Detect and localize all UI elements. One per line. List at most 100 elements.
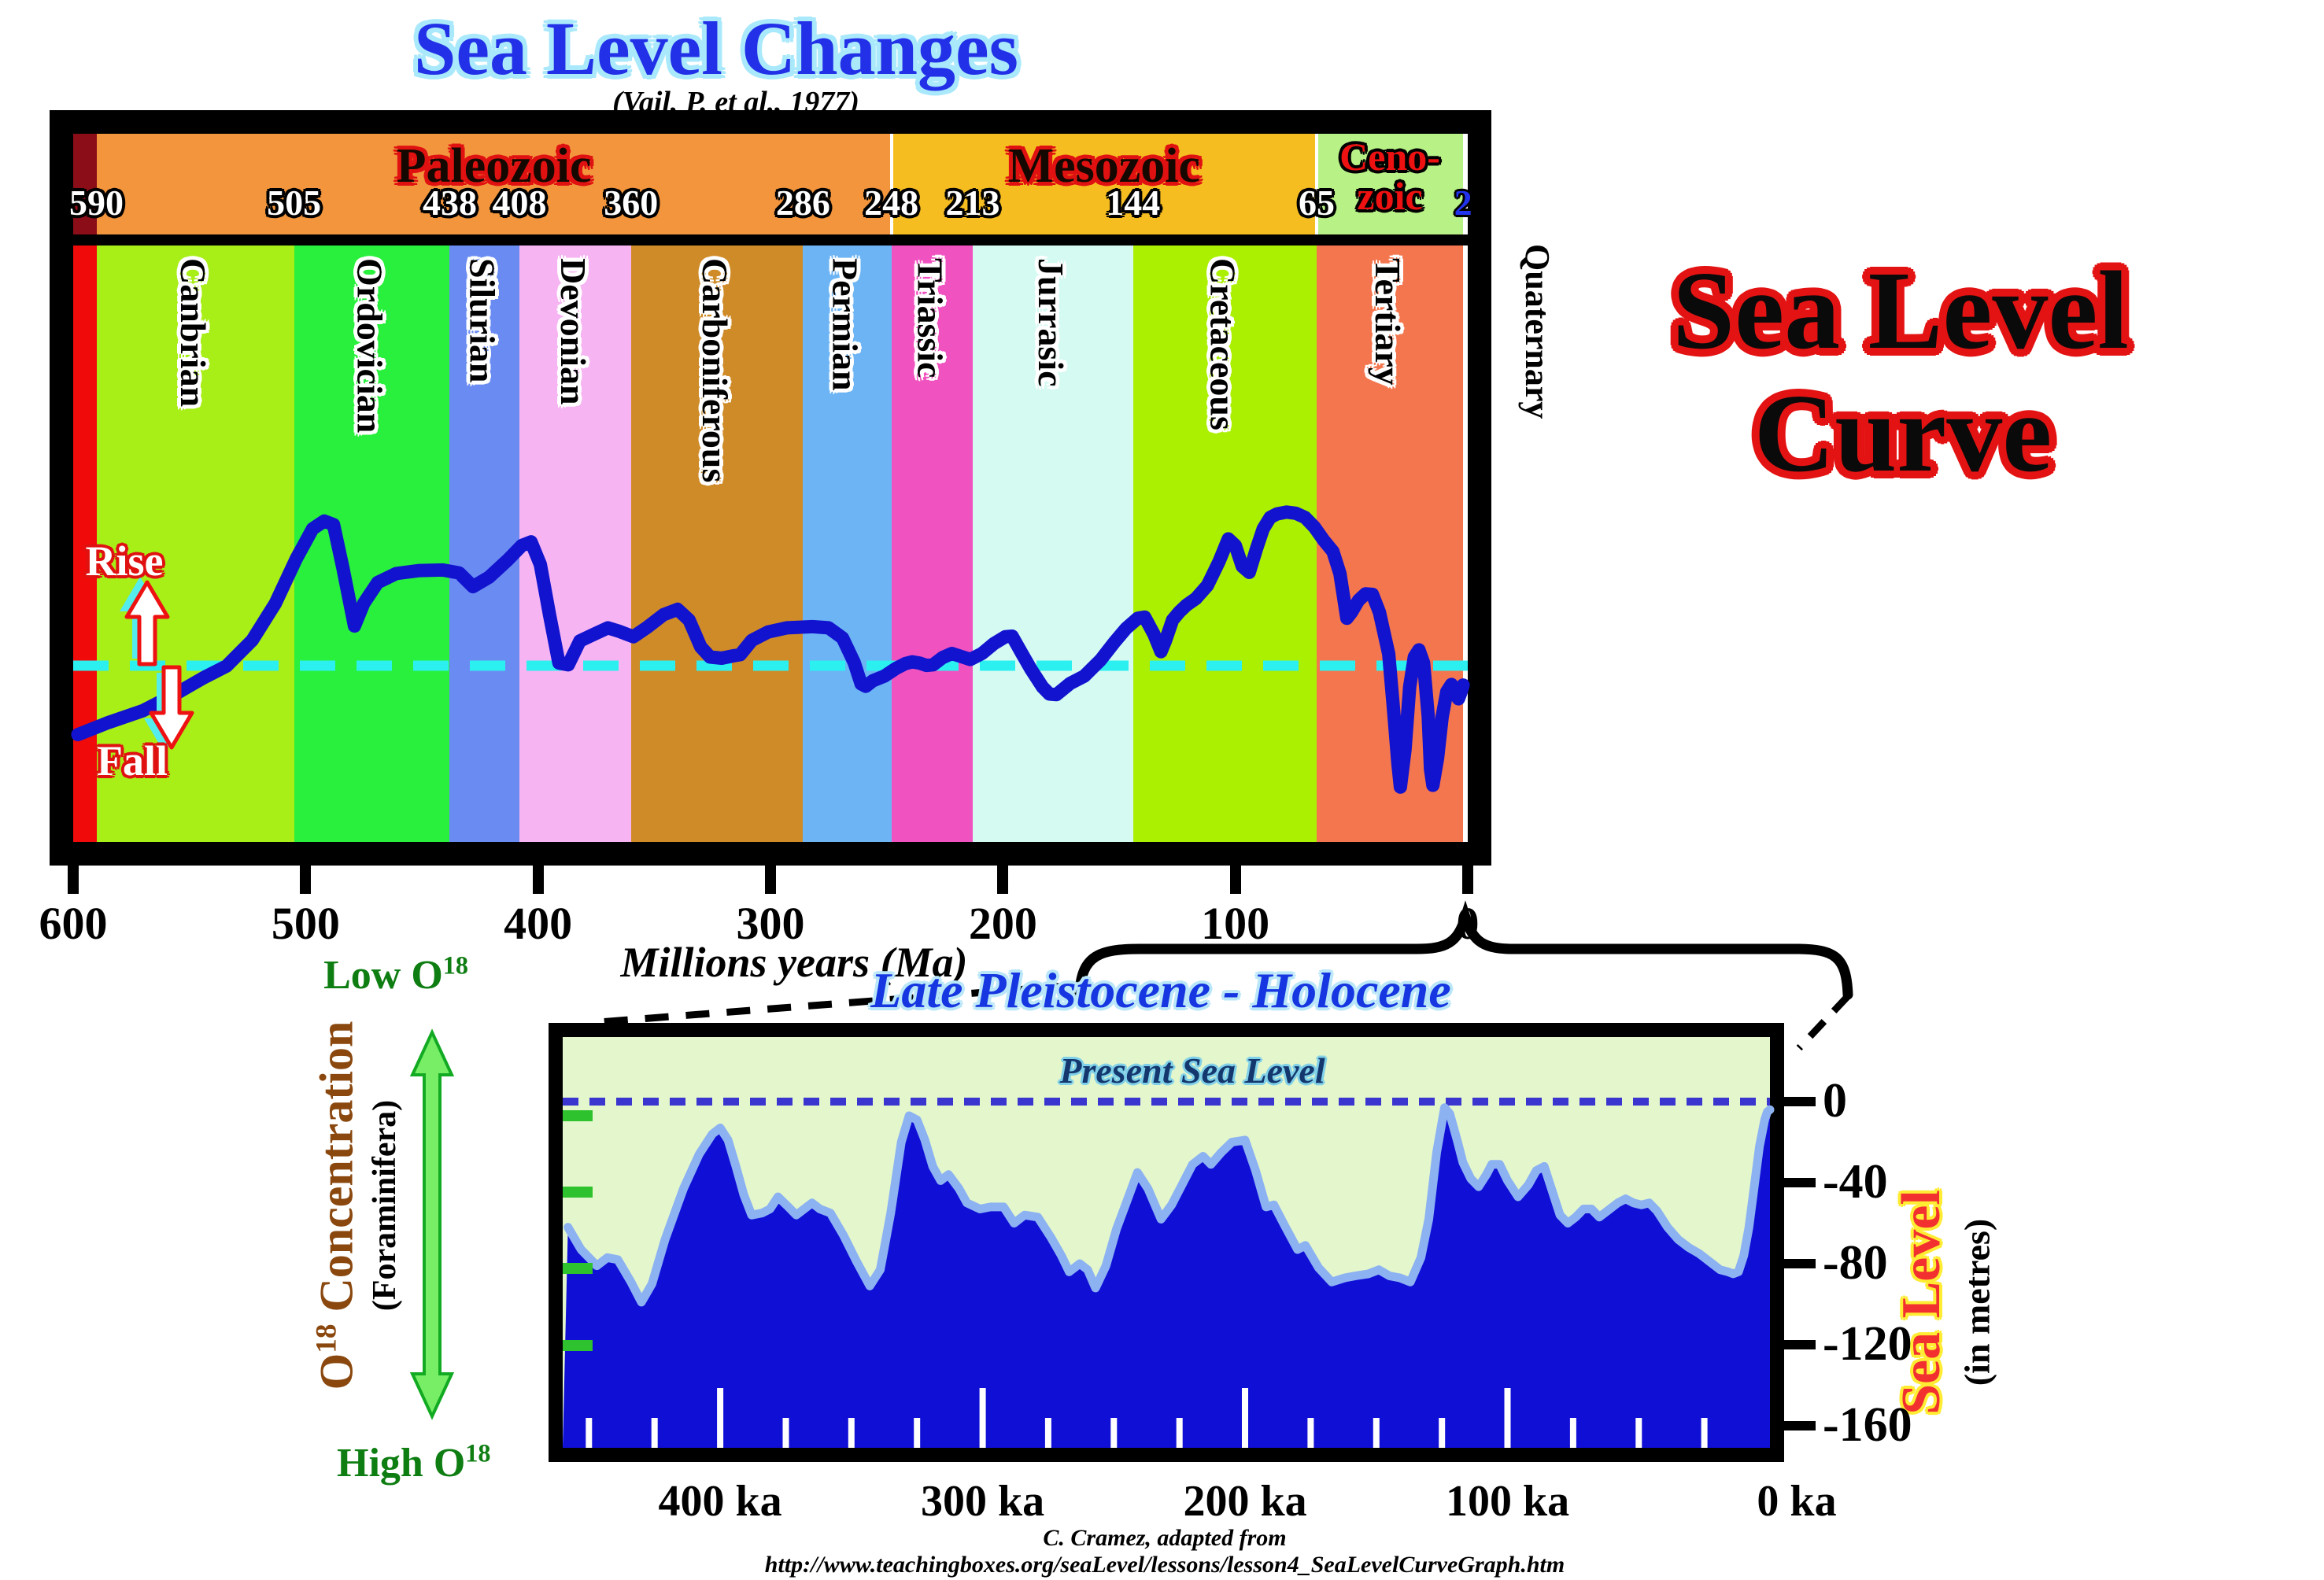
x-tick-label: 600	[39, 898, 108, 949]
y-tick-mark	[1784, 1340, 1816, 1349]
period-label-jurrasic: Jurrasic	[1030, 258, 1071, 387]
x-tick-mark	[68, 866, 79, 894]
era-segment-precambrian	[73, 134, 97, 234]
period-label-devonian: Devonian	[552, 258, 593, 405]
y-tick-mark	[1784, 1178, 1816, 1187]
o18-superscript: 18	[442, 951, 468, 980]
era-segment-cenozoic	[1317, 134, 1464, 234]
x-tick-mark	[1229, 866, 1241, 894]
y-tick-label: -40	[1823, 1155, 1888, 1209]
x-tick-mark	[997, 866, 1009, 894]
vail-chart-plot-area: Canbrian Ordovician Silurian Devonian Carbon…	[69, 134, 1472, 842]
zoom-brace	[1074, 900, 1853, 1000]
high-o18-text: High O	[337, 1441, 466, 1486]
period-label-canbrian: Canbrian	[173, 258, 214, 408]
x-tick-label: 500	[271, 898, 340, 949]
sea-level-axis-label: Sea Level	[1891, 1190, 1952, 1415]
pleistocene-plot-area	[563, 1037, 1775, 1448]
present-sea-level-label: Present Sea Level	[1059, 1050, 1325, 1091]
o18-concentration-label: O18 Concentration	[310, 1021, 364, 1390]
period-label-cretaceous: Cretaceous	[1203, 258, 1243, 430]
period-column-triassic	[891, 245, 973, 842]
side-title-line1: Sea Level	[1672, 248, 2129, 372]
o18-scale-arrow	[409, 1028, 455, 1420]
era-boundary-label-590: 590	[69, 183, 124, 223]
era-boundary-label-286: 286	[775, 183, 830, 223]
period-label-tertiary: Tertiary	[1368, 258, 1409, 386]
zoom-dashed-right	[1796, 993, 1851, 1051]
era-segment-mesozoic	[891, 134, 1317, 234]
period-label-carboniferous: Carboniferous	[695, 258, 736, 483]
era-boundary-label-144: 144	[1106, 183, 1161, 223]
bottom-x-tick-label: 200 ka	[1183, 1477, 1307, 1526]
sea-level-area	[563, 1107, 1770, 1448]
x-tick-label: 200	[968, 898, 1037, 949]
era-boundary-label-408: 408	[492, 183, 547, 223]
concentration-text: Concentration	[310, 1021, 363, 1324]
era-boundary-label-65: 65	[1299, 183, 1336, 223]
era-boundary-label-360: 360	[604, 183, 659, 223]
vail-sea-level-chart: Canbrian Ordovician Silurian Devonian Carbon…	[50, 110, 1491, 866]
high-o18-label: High O18	[337, 1440, 491, 1486]
vail-sea-level-curve	[71, 505, 1470, 794]
top-curve-svg	[71, 505, 1470, 794]
period-column-permian	[803, 245, 892, 842]
y-tick-mark	[1784, 1421, 1816, 1430]
o18-superscript: 18	[310, 1323, 343, 1353]
period-label-triassic: Triassic	[910, 258, 951, 378]
period-column-ordovician	[294, 245, 450, 842]
rise-arrow-icon	[124, 580, 170, 666]
era-boundary-label-2: 2	[1454, 183, 1472, 223]
fall-arrow-icon	[149, 665, 194, 750]
x-tick-label: 300	[736, 898, 805, 949]
era-divider	[889, 134, 893, 234]
y-tick-label: -160	[1823, 1398, 1912, 1452]
o18-double-arrow-shape	[409, 1028, 455, 1420]
y-tick-mark	[1784, 1097, 1816, 1106]
period-column-carboniferous	[630, 245, 804, 842]
period-label-silurian: Silurian	[462, 258, 503, 383]
y-tick-label: -80	[1823, 1236, 1888, 1290]
rise-label: Rise	[85, 537, 164, 585]
o18-superscript: 18	[465, 1438, 491, 1467]
period-left-edge-strip	[73, 245, 97, 842]
period-label-ordovician: Ordovician	[349, 258, 390, 434]
side-title-line2: Curve	[1753, 371, 2052, 495]
bottom-x-tick-label: 300 ka	[920, 1477, 1045, 1526]
period-column-jurrasic	[972, 245, 1133, 842]
y-tick-mark	[1784, 1259, 1816, 1268]
x-tick-mark	[300, 866, 312, 894]
x-tick-label: 100	[1201, 898, 1270, 949]
era-boundary-label-438: 438	[422, 183, 477, 223]
o18-text: O	[310, 1353, 363, 1390]
top-x-axis: Millions years (Ma) 600 500 400 300 200 100 0	[39, 866, 1539, 999]
period-label-quaternary: Quaternary	[1518, 244, 1557, 419]
bottom-x-tick-label: 100 ka	[1445, 1477, 1570, 1526]
pleistocene-holocene-chart	[549, 1023, 1784, 1462]
low-o18-text: Low O	[323, 953, 443, 998]
in-metres-label: (in metres)	[1956, 1218, 1997, 1386]
x-tick-label: 400	[504, 898, 573, 949]
era-divider	[1315, 134, 1319, 234]
bottom-x-tick-label: 0 ka	[1757, 1477, 1837, 1526]
era-segment-paleozoic	[96, 134, 892, 234]
fall-label: Fall	[97, 737, 168, 784]
era-boundary-label-213: 213	[945, 183, 1000, 223]
x-tick-mark	[532, 866, 544, 894]
credit-line1: C. Cramez, adapted from	[1043, 1525, 1287, 1551]
y-tick-label: -120	[1823, 1317, 1912, 1371]
x-axis-title: Millions years (Ma)	[620, 939, 968, 986]
low-o18-label: Low O18	[323, 952, 468, 999]
period-column-silurian	[449, 245, 520, 842]
main-title: Sea Level Changes	[414, 6, 1018, 90]
era-boundary-label-505: 505	[267, 183, 322, 223]
foraminifera-label: (Foraminifera)	[367, 1099, 403, 1312]
era-boundary-label-248: 248	[864, 183, 919, 223]
x-tick-mark	[1462, 866, 1473, 894]
x-tick-mark	[765, 866, 776, 894]
era-period-divider-bar	[73, 234, 1468, 245]
era-label-cenozoic: Ceno-zoic	[1339, 135, 1440, 218]
era-label-paleozoic: Paleozoic	[396, 139, 592, 193]
